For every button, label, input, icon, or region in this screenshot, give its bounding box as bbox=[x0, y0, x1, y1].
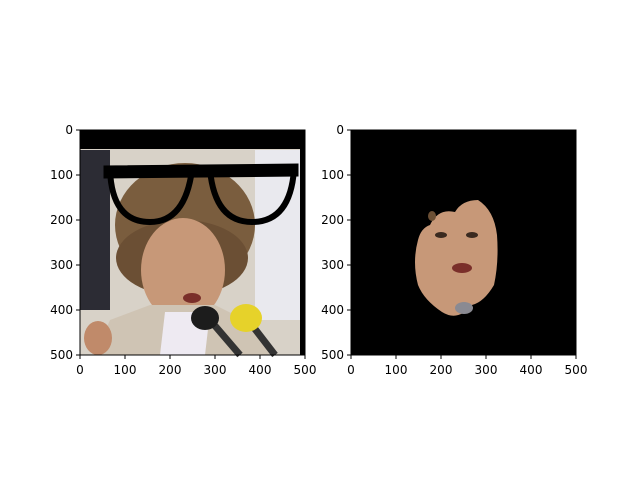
right-x-tick-label: 500 bbox=[565, 363, 588, 377]
left-x-tick-label: 200 bbox=[159, 363, 182, 377]
mouth bbox=[183, 293, 201, 303]
masked-collar bbox=[455, 302, 473, 314]
masked-mouth bbox=[452, 263, 472, 273]
microphone-yellow bbox=[230, 304, 262, 332]
glasses-overlay bbox=[103, 163, 299, 226]
microphone-black bbox=[191, 306, 219, 330]
left-top-black-band bbox=[80, 130, 305, 149]
right-x-tick-label: 400 bbox=[520, 363, 543, 377]
left-y-tick-label: 0 bbox=[65, 123, 73, 137]
right-y-tick-label: 300 bbox=[321, 258, 344, 272]
left-x-tick-label: 100 bbox=[114, 363, 137, 377]
masked-face bbox=[415, 200, 498, 316]
right-image bbox=[351, 130, 576, 355]
left-y-tick-label: 400 bbox=[50, 303, 73, 317]
glasses-left-lens bbox=[106, 167, 196, 226]
right-axes-frame bbox=[350, 129, 577, 356]
left-y-tick-label: 200 bbox=[50, 213, 73, 227]
right-y-tick-label: 400 bbox=[321, 303, 344, 317]
right-y-tick-label: 100 bbox=[321, 168, 344, 182]
left-x-tick-label: 500 bbox=[294, 363, 317, 377]
right-y-tick-label: 200 bbox=[321, 213, 344, 227]
masked-eye-right bbox=[466, 232, 478, 238]
right-x-tick-label: 100 bbox=[385, 363, 408, 377]
right-x-tick-label: 200 bbox=[430, 363, 453, 377]
face bbox=[141, 218, 225, 322]
left-image bbox=[80, 130, 305, 358]
left-right-black-band bbox=[300, 130, 305, 355]
masked-hair-fragment bbox=[428, 211, 436, 221]
glasses-right-lens bbox=[206, 167, 298, 226]
right-y-tick-label: 0 bbox=[336, 123, 344, 137]
left-y-tick-label: 300 bbox=[50, 258, 73, 272]
left-y-tick-label: 100 bbox=[50, 168, 73, 182]
masked-eye-left bbox=[435, 232, 447, 238]
right-x-tick-label: 0 bbox=[347, 363, 355, 377]
left-x-tick-label: 300 bbox=[204, 363, 227, 377]
left-x-tick-label: 0 bbox=[76, 363, 84, 377]
left-axes-frame bbox=[79, 129, 306, 356]
left-y-tick-label: 500 bbox=[50, 348, 73, 362]
right-x-tick-label: 300 bbox=[475, 363, 498, 377]
hand bbox=[84, 321, 112, 355]
right-y-tick-label: 500 bbox=[321, 348, 344, 362]
left-x-tick-label: 400 bbox=[249, 363, 272, 377]
